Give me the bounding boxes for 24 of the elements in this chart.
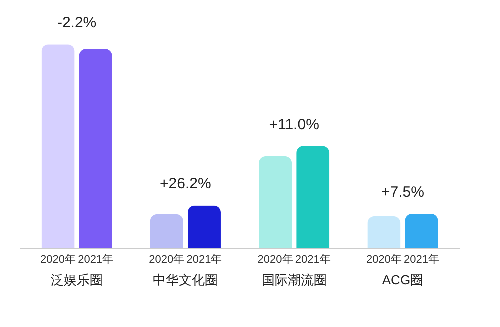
bar bbox=[368, 216, 401, 248]
x-tick-label: 泛娱乐圈 bbox=[51, 272, 104, 288]
bar bbox=[188, 206, 221, 248]
text: -2.2% bbox=[57, 14, 97, 32]
text: 2021年 bbox=[78, 254, 114, 266]
text: 2021年 bbox=[295, 254, 331, 266]
bar bbox=[296, 146, 330, 248]
text: 2021年 bbox=[404, 254, 440, 266]
bar bbox=[405, 214, 438, 248]
series-label: 2020年 bbox=[258, 254, 294, 266]
bar bbox=[79, 49, 112, 248]
annotation: +11.0% bbox=[269, 116, 320, 134]
x-tick-label: 中华文化圈 bbox=[153, 272, 218, 288]
bar bbox=[42, 44, 75, 248]
bar bbox=[259, 156, 292, 248]
annotation: +26.2% bbox=[160, 176, 212, 193]
annotation: +7.5% bbox=[381, 184, 424, 202]
text: 2020年 bbox=[149, 254, 185, 266]
x-tick-label: ACG圈 bbox=[382, 272, 424, 288]
series-label: 2021年 bbox=[186, 254, 222, 266]
text: 2020年 bbox=[366, 254, 402, 266]
x-tick-label: 国际潮流圈 bbox=[262, 272, 327, 288]
bar bbox=[150, 214, 184, 248]
text: 2020年 bbox=[40, 254, 76, 266]
